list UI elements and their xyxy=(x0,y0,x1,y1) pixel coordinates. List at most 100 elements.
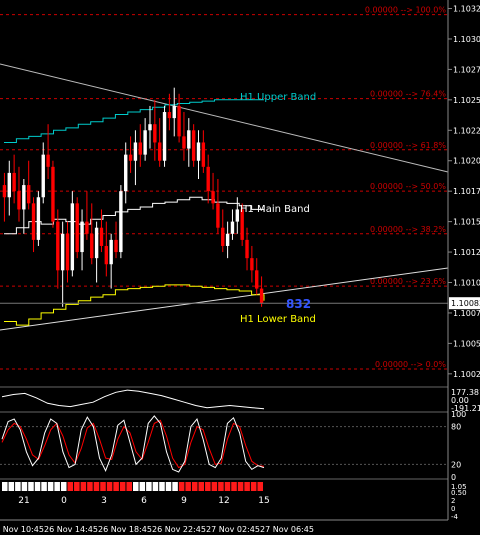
candle-body xyxy=(109,239,113,265)
candle-body xyxy=(157,142,162,161)
price-tick-label: 1.10150 xyxy=(453,218,480,227)
session-block xyxy=(205,482,211,491)
session-block xyxy=(80,482,87,491)
candle-body xyxy=(143,130,147,155)
upper-trend-line xyxy=(0,63,449,173)
candle-body xyxy=(31,203,36,240)
session-block xyxy=(74,482,80,491)
time-tick-label: 26 Nov 18:45 xyxy=(98,525,152,534)
candle-body xyxy=(259,288,264,304)
candle-body xyxy=(124,154,128,192)
session-block xyxy=(113,482,119,491)
session-block xyxy=(93,482,100,491)
price-axis: 1.10325 1.10300 1.10275 1.10250 1.10225 1.102… xyxy=(448,5,480,379)
session-block xyxy=(47,482,54,491)
price-tick-label: 1.10025 xyxy=(453,370,480,379)
lower-band-line xyxy=(4,284,265,326)
candle-body xyxy=(245,239,249,259)
session-block xyxy=(218,482,224,491)
stochastic-tick-label: 100 xyxy=(451,410,466,419)
stochastic-k-line xyxy=(1,415,265,473)
session-block xyxy=(15,482,21,491)
session-scale-label: 2 xyxy=(451,497,455,505)
candle-body xyxy=(196,142,201,161)
oscillator-tick-label: 177.3819 xyxy=(451,388,480,397)
session-block xyxy=(41,482,47,491)
candle-body xyxy=(148,124,152,131)
session-block xyxy=(60,482,67,491)
candle-body xyxy=(133,142,138,161)
session-block xyxy=(139,482,146,491)
upper-band-line xyxy=(4,99,264,143)
time-tick-label: 26 Nov 22:45 xyxy=(152,525,206,534)
session-block xyxy=(231,482,237,491)
price-tick-label: 1.10175 xyxy=(453,187,480,196)
price-tick-label: 1.10300 xyxy=(453,35,480,44)
session-block xyxy=(185,482,191,491)
fib-level-label: 0.00000 --> 23.6% xyxy=(370,277,446,286)
candle-body xyxy=(17,191,21,210)
candle-body xyxy=(85,221,89,234)
time-tick-label: 27 Nov 06:45 xyxy=(260,525,314,534)
price-tick-label: 1.10125 xyxy=(453,248,480,257)
fib-level-label: 0.00000 --> 76.4% xyxy=(370,90,446,99)
session-hour-label: 6 xyxy=(141,496,147,506)
session-block xyxy=(28,482,34,491)
session-scale-label: 1.05 xyxy=(451,483,467,491)
candle-body xyxy=(80,221,84,253)
candle-body xyxy=(221,227,225,246)
session-block xyxy=(152,482,159,491)
session-block xyxy=(244,482,250,491)
candle-body xyxy=(187,130,191,149)
session-hour-label: 12 xyxy=(218,496,229,506)
candle-body xyxy=(128,154,133,161)
candle-body xyxy=(225,233,230,246)
session-block xyxy=(237,482,244,491)
session-block xyxy=(165,482,172,491)
candle-body xyxy=(51,166,55,222)
candle-body xyxy=(153,124,157,143)
session-block xyxy=(2,482,8,491)
stochastic-d-line xyxy=(1,419,265,469)
session-block xyxy=(87,482,93,491)
candle-body xyxy=(22,185,26,210)
session-block xyxy=(224,482,231,491)
candle-body xyxy=(46,154,50,167)
candle-body xyxy=(7,172,11,198)
price-tick-label: 1.10275 xyxy=(453,65,480,74)
candle-body xyxy=(167,112,172,119)
fib-level-label: 0.00000 --> 0.0% xyxy=(375,360,446,369)
candle-body xyxy=(255,270,259,289)
session-block xyxy=(126,482,132,491)
candle-body xyxy=(12,172,16,192)
session-block xyxy=(178,482,185,491)
session-hour-label: 15 xyxy=(258,496,269,506)
candle-body xyxy=(230,221,235,234)
price-tick-label: 1.10325 xyxy=(453,5,480,14)
candle-body xyxy=(56,221,60,271)
candle-body xyxy=(250,258,254,271)
session-block xyxy=(106,482,113,491)
session-scale-label: -4 xyxy=(451,513,459,521)
oscillator-line xyxy=(1,389,265,410)
stochastic-tick-label: 20 xyxy=(451,460,461,469)
price-tick-label: 1.10075 xyxy=(453,309,480,318)
session-hour-label: 0 xyxy=(61,496,67,506)
candle-body xyxy=(114,239,118,253)
candle-body xyxy=(172,105,176,119)
candle-body xyxy=(211,191,215,204)
candle-body xyxy=(104,245,109,265)
current-price-box xyxy=(449,297,480,310)
stochastic-pane: 100 80 20 0 xyxy=(0,410,466,482)
candle-body xyxy=(75,203,79,253)
oscillator-pane: 177.38190.00-191.213 xyxy=(1,388,480,413)
candle-body xyxy=(235,209,240,222)
session-block xyxy=(257,482,263,491)
candle-body xyxy=(138,142,142,155)
candle-body xyxy=(182,136,186,149)
candle-body xyxy=(240,209,244,240)
session-hour-label: 9 xyxy=(181,496,187,506)
